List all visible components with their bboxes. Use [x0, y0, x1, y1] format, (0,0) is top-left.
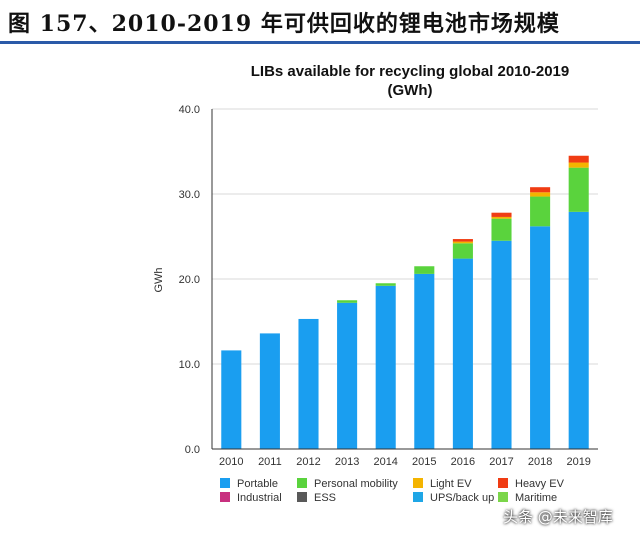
bar-segment	[452, 241, 473, 244]
x-tick-label: 2010	[219, 456, 243, 468]
y-tick-label: 0.0	[185, 444, 200, 456]
figure-caption: 图 157、2010-2019 年可供回收的锂电池市场规模	[8, 11, 560, 37]
legend-swatch	[413, 492, 423, 502]
bars	[221, 155, 589, 449]
legend-label: Industrial	[237, 492, 282, 504]
legend-label: Heavy EV	[515, 478, 565, 490]
chart-title-line1: LIBs available for recycling global 2010…	[251, 63, 569, 80]
bar-segment	[568, 211, 589, 449]
x-tick-label: 2014	[373, 456, 397, 468]
legend-label: UPS/back up	[430, 492, 494, 504]
x-tick-label: 2018	[528, 456, 552, 468]
bar-segment	[530, 192, 551, 197]
bar-segment	[298, 318, 319, 449]
legend-swatch	[297, 492, 307, 502]
bar-segment	[530, 196, 551, 227]
bar-segment	[414, 266, 435, 274]
x-tick-label: 2015	[412, 456, 436, 468]
bar-segment	[568, 167, 589, 212]
x-tick-label: 2019	[566, 456, 590, 468]
legend-label: Maritime	[515, 492, 557, 504]
legend-swatch	[297, 478, 307, 488]
watermark: 头条 @未来智库	[503, 508, 613, 526]
bar-segment	[568, 155, 589, 163]
bar-segment	[221, 350, 242, 449]
legend-swatch	[498, 478, 508, 488]
bar-segment	[491, 240, 512, 449]
bar-segment	[375, 283, 396, 286]
bar-segment	[491, 212, 512, 217]
y-axis-label: GWh	[153, 267, 165, 292]
x-tick-label: 2013	[335, 456, 359, 468]
legend-label: ESS	[314, 492, 336, 504]
bar-segment	[337, 302, 358, 449]
legend-label: Portable	[237, 478, 278, 490]
x-tick-label: 2017	[489, 456, 513, 468]
legend-swatch	[413, 478, 423, 488]
y-tick-label: 20.0	[179, 274, 200, 286]
bar-segment	[414, 273, 435, 449]
legend-label: Light EV	[430, 478, 472, 490]
caption-divider	[0, 41, 640, 44]
chart-title-line2: (GWh)	[388, 82, 433, 99]
bar-segment	[452, 258, 473, 449]
y-tick-label: 10.0	[179, 359, 200, 371]
bar-segment	[491, 216, 512, 219]
bar-segment	[491, 218, 512, 241]
bar-segment	[259, 333, 280, 449]
bar-segment	[375, 285, 396, 449]
legend: Portable Personal mobility Light EV Heavy E…	[220, 478, 565, 504]
bar-segment	[452, 239, 473, 242]
axes: 0.0 10.0 20.0 30.0 40.0 2010 2011 2012 2013 2014 2…	[179, 104, 598, 468]
bar-segment	[452, 243, 473, 259]
legend-swatch	[220, 492, 230, 502]
x-tick-label: 2012	[296, 456, 320, 468]
x-tick-label: 2011	[258, 456, 282, 468]
x-tick-label: 2016	[451, 456, 475, 468]
bar-segment	[530, 187, 551, 193]
bar-segment	[568, 162, 589, 168]
bar-segment	[530, 226, 551, 449]
legend-label: Personal mobility	[314, 478, 398, 490]
legend-swatch	[220, 478, 230, 488]
y-tick-label: 30.0	[179, 189, 200, 201]
legend-swatch	[498, 492, 508, 502]
bar-segment	[337, 300, 358, 303]
y-tick-label: 40.0	[179, 104, 200, 116]
